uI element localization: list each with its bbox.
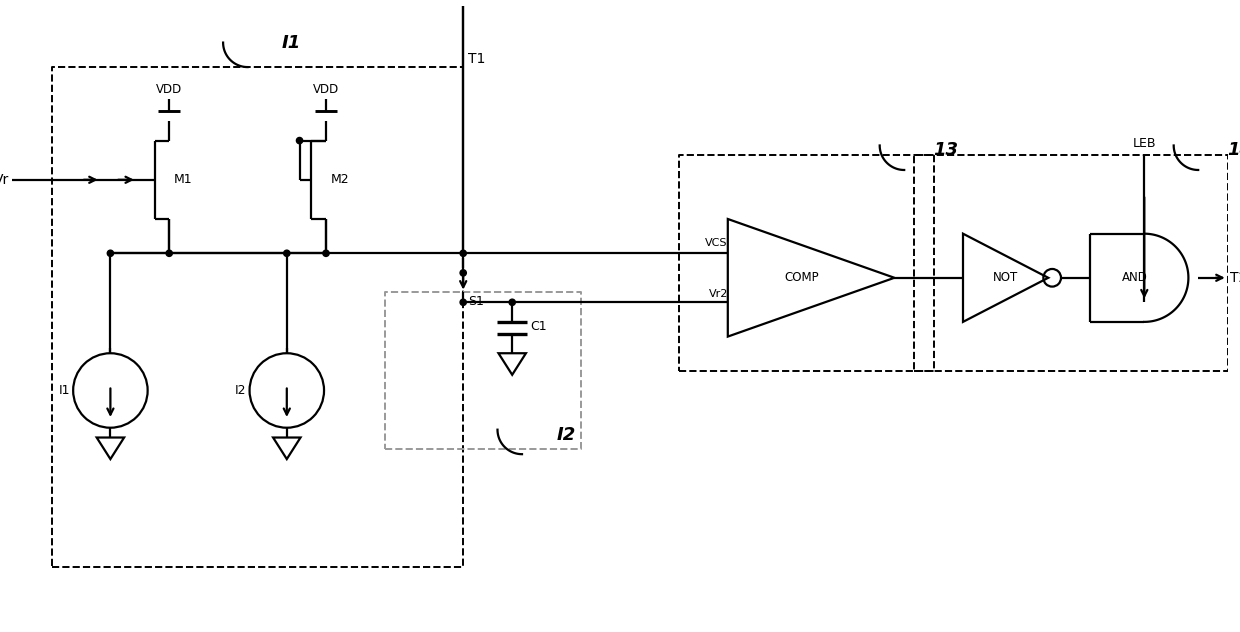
Text: I2: I2 bbox=[557, 425, 575, 444]
Text: COMP: COMP bbox=[784, 271, 818, 284]
Circle shape bbox=[460, 299, 466, 305]
Text: Vr2: Vr2 bbox=[708, 289, 728, 300]
Circle shape bbox=[284, 250, 290, 257]
Text: 14: 14 bbox=[1228, 142, 1240, 159]
Text: VCS: VCS bbox=[706, 238, 728, 248]
Circle shape bbox=[322, 250, 329, 257]
Text: AND: AND bbox=[1121, 271, 1147, 284]
Text: LEB: LEB bbox=[1132, 137, 1156, 150]
Circle shape bbox=[296, 137, 303, 143]
Text: 13: 13 bbox=[934, 142, 959, 159]
Text: T2: T2 bbox=[1230, 270, 1240, 285]
Text: Vr: Vr bbox=[0, 173, 10, 187]
Text: I2: I2 bbox=[236, 384, 247, 397]
Text: VDD: VDD bbox=[312, 83, 339, 97]
Text: I1: I1 bbox=[281, 33, 301, 52]
Text: VDD: VDD bbox=[156, 83, 182, 97]
Text: C1: C1 bbox=[529, 320, 547, 333]
Text: T1: T1 bbox=[467, 52, 486, 66]
Text: M1: M1 bbox=[174, 173, 192, 186]
Circle shape bbox=[166, 250, 172, 257]
Circle shape bbox=[460, 270, 466, 276]
Text: I1: I1 bbox=[58, 384, 71, 397]
Circle shape bbox=[510, 299, 516, 305]
Text: S1: S1 bbox=[467, 295, 484, 308]
Text: M2: M2 bbox=[331, 173, 350, 186]
Circle shape bbox=[108, 250, 114, 257]
Circle shape bbox=[460, 250, 466, 257]
Text: NOT: NOT bbox=[993, 271, 1018, 284]
